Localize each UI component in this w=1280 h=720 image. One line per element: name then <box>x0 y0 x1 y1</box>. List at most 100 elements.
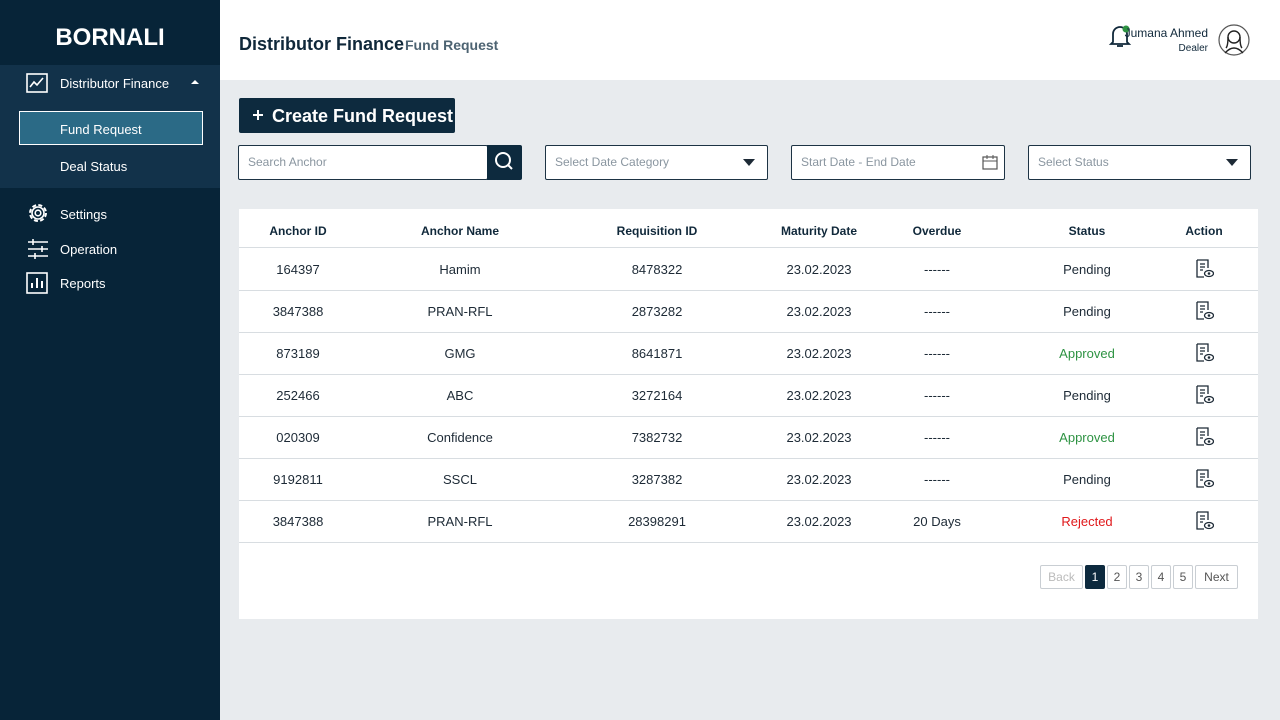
action-view[interactable] <box>1194 343 1215 363</box>
row-divider <box>239 500 1258 501</box>
action-view[interactable] <box>1194 511 1215 531</box>
cell: 23.02.2023 <box>786 514 852 529</box>
pagination-page[interactable]: 1 <box>1085 565 1105 589</box>
action-view[interactable] <box>1194 469 1215 489</box>
cell: 020309 <box>276 430 320 445</box>
row-divider <box>239 290 1258 291</box>
column-header: Anchor Name <box>420 224 500 238</box>
status: Pending <box>1063 388 1111 403</box>
search-button[interactable] <box>487 145 522 180</box>
cell: 20 Days <box>913 514 961 529</box>
row-divider <box>239 374 1258 375</box>
page-subtitle: Fund Request <box>405 37 499 53</box>
menu-item[interactable]: Reports <box>60 276 106 291</box>
icon-view <box>1196 469 1215 488</box>
row-divider <box>239 332 1258 333</box>
cell: 8478322 <box>631 262 683 277</box>
notification-bell[interactable] <box>1108 24 1132 48</box>
menu-item[interactable]: Operation <box>60 242 118 257</box>
icon-calendar <box>982 155 998 170</box>
cell: 164397 <box>276 262 320 277</box>
status: Pending <box>1063 262 1111 277</box>
page-title: Distributor Finance <box>239 34 405 54</box>
header: Distributor Finance Fund Request Jumana … <box>220 0 1280 80</box>
cell: 23.02.2023 <box>786 262 852 277</box>
cell: Confidence <box>427 430 493 445</box>
avatar[interactable] <box>1218 24 1250 56</box>
cell: 8641871 <box>631 346 683 361</box>
icon-finance <box>26 73 48 93</box>
icon-caret <box>191 80 199 84</box>
row-divider <box>239 542 1258 543</box>
status: Pending <box>1063 472 1111 487</box>
menu-item[interactable]: Settings <box>60 207 107 222</box>
action-view[interactable] <box>1194 385 1215 405</box>
user-name: Jumana Ahmed <box>1124 26 1208 40</box>
icon-dropdown <box>743 159 755 166</box>
pagination-page[interactable]: 4 <box>1151 565 1171 589</box>
cell: 23.02.2023 <box>786 304 852 319</box>
date-category-select[interactable]: Select Date Category <box>545 145 768 180</box>
pagination-page[interactable]: 5 <box>1173 565 1193 589</box>
cell: 3847388 <box>272 304 324 319</box>
menu-selected[interactable] <box>19 111 203 145</box>
icon-view <box>1196 385 1215 404</box>
cell: 3287382 <box>631 472 683 487</box>
column-header: Requisition ID <box>616 224 698 238</box>
action-view[interactable] <box>1194 259 1215 279</box>
date-range-input[interactable]: Start Date - End Date <box>791 145 1005 180</box>
cell: 252466 <box>276 388 320 403</box>
user-role: Dealer <box>1178 43 1208 54</box>
cell: 23.02.2023 <box>786 472 852 487</box>
cell: PRAN-RFL <box>427 304 493 319</box>
pagination-page[interactable]: 2 <box>1107 565 1127 589</box>
cell: ------ <box>924 304 950 319</box>
icon-dropdown <box>1226 159 1238 166</box>
icon-settings <box>29 204 47 222</box>
status: Rejected <box>1061 514 1113 529</box>
row-divider <box>239 416 1258 417</box>
cell: 873189 <box>276 346 320 361</box>
cell: 3272164 <box>631 388 683 403</box>
cell: GMG <box>444 346 476 361</box>
cell: ------ <box>924 346 950 361</box>
icon-search <box>495 152 513 170</box>
submenu-item[interactable]: Deal Status <box>60 159 128 174</box>
table-card: Anchor ID Anchor Name Requisition ID Maturi… <box>239 209 1258 619</box>
icon-view <box>1196 259 1215 278</box>
submenu-item[interactable]: Fund Request <box>60 122 142 137</box>
icon-view <box>1196 301 1215 320</box>
column-header: Overdue <box>912 224 962 238</box>
column-header: Maturity Date <box>780 224 858 238</box>
cell: ------ <box>924 388 950 403</box>
sidebar: BORNALI Distributor Finance Fund Request… <box>0 0 220 720</box>
cell: ------ <box>924 430 950 445</box>
icon-view <box>1196 511 1215 530</box>
action-view[interactable] <box>1194 427 1215 447</box>
column-header: Status <box>1068 224 1106 238</box>
cell: ------ <box>924 472 950 487</box>
icon-reports <box>26 272 48 294</box>
menu-item[interactable]: Distributor Finance <box>60 76 170 91</box>
cell: 23.02.2023 <box>786 346 852 361</box>
action-view[interactable] <box>1194 301 1215 321</box>
cell: 7382732 <box>631 430 683 445</box>
row-divider <box>239 458 1258 459</box>
cell: 23.02.2023 <box>786 388 852 403</box>
brand: BORNALI <box>55 24 165 51</box>
pagination-back[interactable]: Back <box>1040 565 1083 589</box>
header-divider <box>239 247 1258 248</box>
status-select[interactable]: Select Status <box>1028 145 1251 180</box>
status: Approved <box>1059 430 1115 445</box>
column-header: Anchor ID <box>269 224 327 238</box>
pagination-page[interactable]: 3 <box>1129 565 1149 589</box>
create-button[interactable]: Create Fund Request <box>239 98 455 133</box>
search-input[interactable]: Search Anchor <box>238 145 488 180</box>
status: Pending <box>1063 304 1111 319</box>
icon-view <box>1196 427 1215 446</box>
column-header: Action <box>1185 224 1223 238</box>
icon-plus <box>253 110 263 120</box>
icon-view <box>1196 343 1215 362</box>
pagination-next[interactable]: Next <box>1195 565 1238 589</box>
